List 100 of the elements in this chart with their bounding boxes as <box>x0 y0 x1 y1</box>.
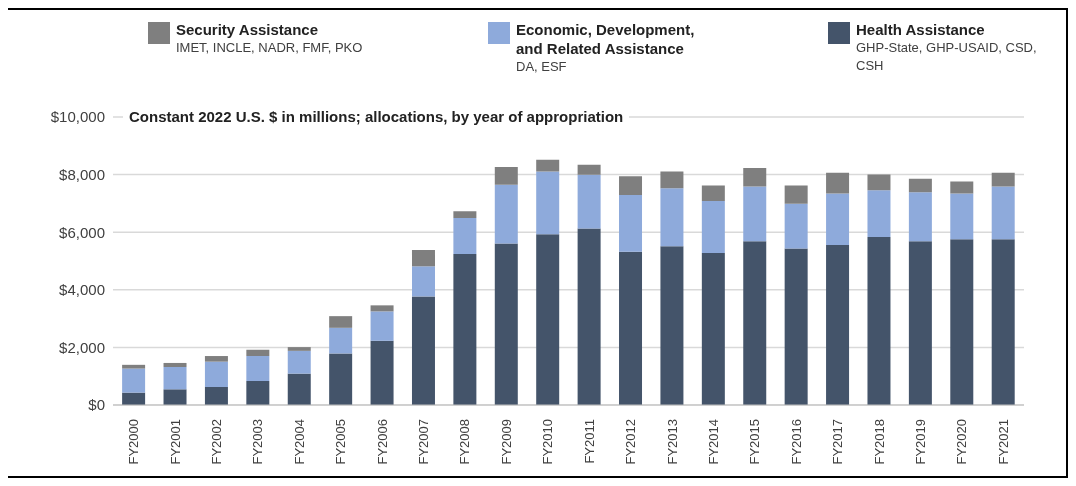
bar <box>826 172 850 194</box>
bar <box>287 373 311 405</box>
bar <box>287 347 311 351</box>
bar <box>743 241 767 405</box>
y-tick-label: $10,000 <box>50 108 105 126</box>
bar <box>453 254 477 405</box>
bar <box>701 252 725 405</box>
x-tick-label: FY2002 <box>209 419 225 465</box>
bar <box>701 201 725 253</box>
legend-label: Economic, Development, and Related Assistance <box>516 20 696 58</box>
x-tick-label: FY2006 <box>374 419 390 465</box>
bar <box>329 327 353 354</box>
bar <box>494 184 518 244</box>
bar <box>950 239 974 405</box>
bar <box>908 192 932 242</box>
bar <box>536 234 560 405</box>
bar <box>204 361 228 387</box>
bar <box>577 174 601 229</box>
bar <box>950 193 974 240</box>
x-tick-label: FY2015 <box>747 419 763 465</box>
x-tick-label: FY2001 <box>167 419 183 465</box>
bar <box>329 353 353 405</box>
bar <box>411 296 435 405</box>
x-tick-label: FY2013 <box>664 419 680 465</box>
y-tick-label: $8,000 <box>59 165 105 183</box>
bar <box>784 203 808 249</box>
bar <box>867 190 891 237</box>
bar <box>577 164 601 175</box>
bar <box>411 249 435 267</box>
x-tick-label: FY2010 <box>540 419 556 465</box>
bar <box>246 349 270 356</box>
bar <box>784 248 808 405</box>
x-tick-label: FY2014 <box>705 419 721 465</box>
bar <box>991 172 1015 187</box>
x-tick-label: FY2016 <box>788 419 804 465</box>
legend-label: Health Assistance <box>856 20 986 39</box>
x-tick-label: FY2003 <box>250 419 266 465</box>
bar <box>163 366 187 390</box>
bar <box>246 380 270 405</box>
bar <box>370 305 394 312</box>
bar <box>619 176 643 195</box>
bar <box>743 186 767 242</box>
bar <box>660 246 684 405</box>
bar <box>370 340 394 405</box>
y-tick-label: $4,000 <box>59 281 105 299</box>
y-tick-label: $6,000 <box>59 223 105 241</box>
bar <box>287 350 311 374</box>
bar <box>991 186 1015 240</box>
bar <box>494 166 518 185</box>
x-tick-label: FY2020 <box>954 419 970 465</box>
y-axis-title: Constant 2022 U.S. $ in millions; allocations, by year of appropriation <box>123 108 630 125</box>
x-tick-label: FY2004 <box>291 419 307 465</box>
bar <box>122 368 146 393</box>
x-tick-label: FY2009 <box>498 419 514 465</box>
bar <box>826 245 850 405</box>
x-tick-label: FY2008 <box>457 419 473 465</box>
bar <box>204 387 228 405</box>
bar <box>743 168 767 187</box>
text: GHP-State, GHP-USAID, CSD, CSH <box>856 39 1038 75</box>
bar <box>908 178 932 193</box>
x-tick-label: FY2011 <box>581 419 597 464</box>
bar <box>411 266 435 297</box>
y-tick-label: $0 <box>88 396 105 414</box>
x-tick-label: FY2018 <box>871 419 887 465</box>
bar <box>536 159 560 172</box>
legend-label: Security Assistance <box>176 20 320 39</box>
bar <box>619 194 643 252</box>
bar <box>991 239 1015 405</box>
bar <box>660 188 684 247</box>
x-tick-label: FY2017 <box>830 419 846 465</box>
bar <box>950 181 974 194</box>
bar <box>453 217 477 255</box>
bar <box>246 355 270 381</box>
bar <box>204 356 228 362</box>
bar <box>122 364 146 369</box>
bar <box>867 236 891 405</box>
bar <box>577 228 601 405</box>
bar <box>536 171 560 235</box>
x-tick-label: FY2021 <box>995 419 1011 465</box>
bar <box>163 362 187 367</box>
bar <box>453 211 477 218</box>
x-tick-label: FY2005 <box>333 419 349 465</box>
bar <box>908 241 932 405</box>
bar <box>619 251 643 405</box>
bar <box>826 193 850 246</box>
text: IMET, INCLE, NADR, FMF, PKO <box>176 39 364 57</box>
x-tick-label: FY2012 <box>623 419 639 465</box>
y-tick-label: $2,000 <box>59 338 105 356</box>
x-tick-label: FY2007 <box>416 419 432 465</box>
bar <box>370 311 394 341</box>
bar <box>867 174 891 191</box>
bar <box>329 316 353 328</box>
bar <box>701 185 725 202</box>
x-tick-label: FY2019 <box>912 419 928 465</box>
bar <box>660 171 684 189</box>
text: DA, ESF <box>516 58 568 76</box>
x-tick-label: FY2000 <box>126 419 142 465</box>
bar <box>163 389 187 405</box>
bar <box>784 185 808 204</box>
bar <box>494 243 518 405</box>
